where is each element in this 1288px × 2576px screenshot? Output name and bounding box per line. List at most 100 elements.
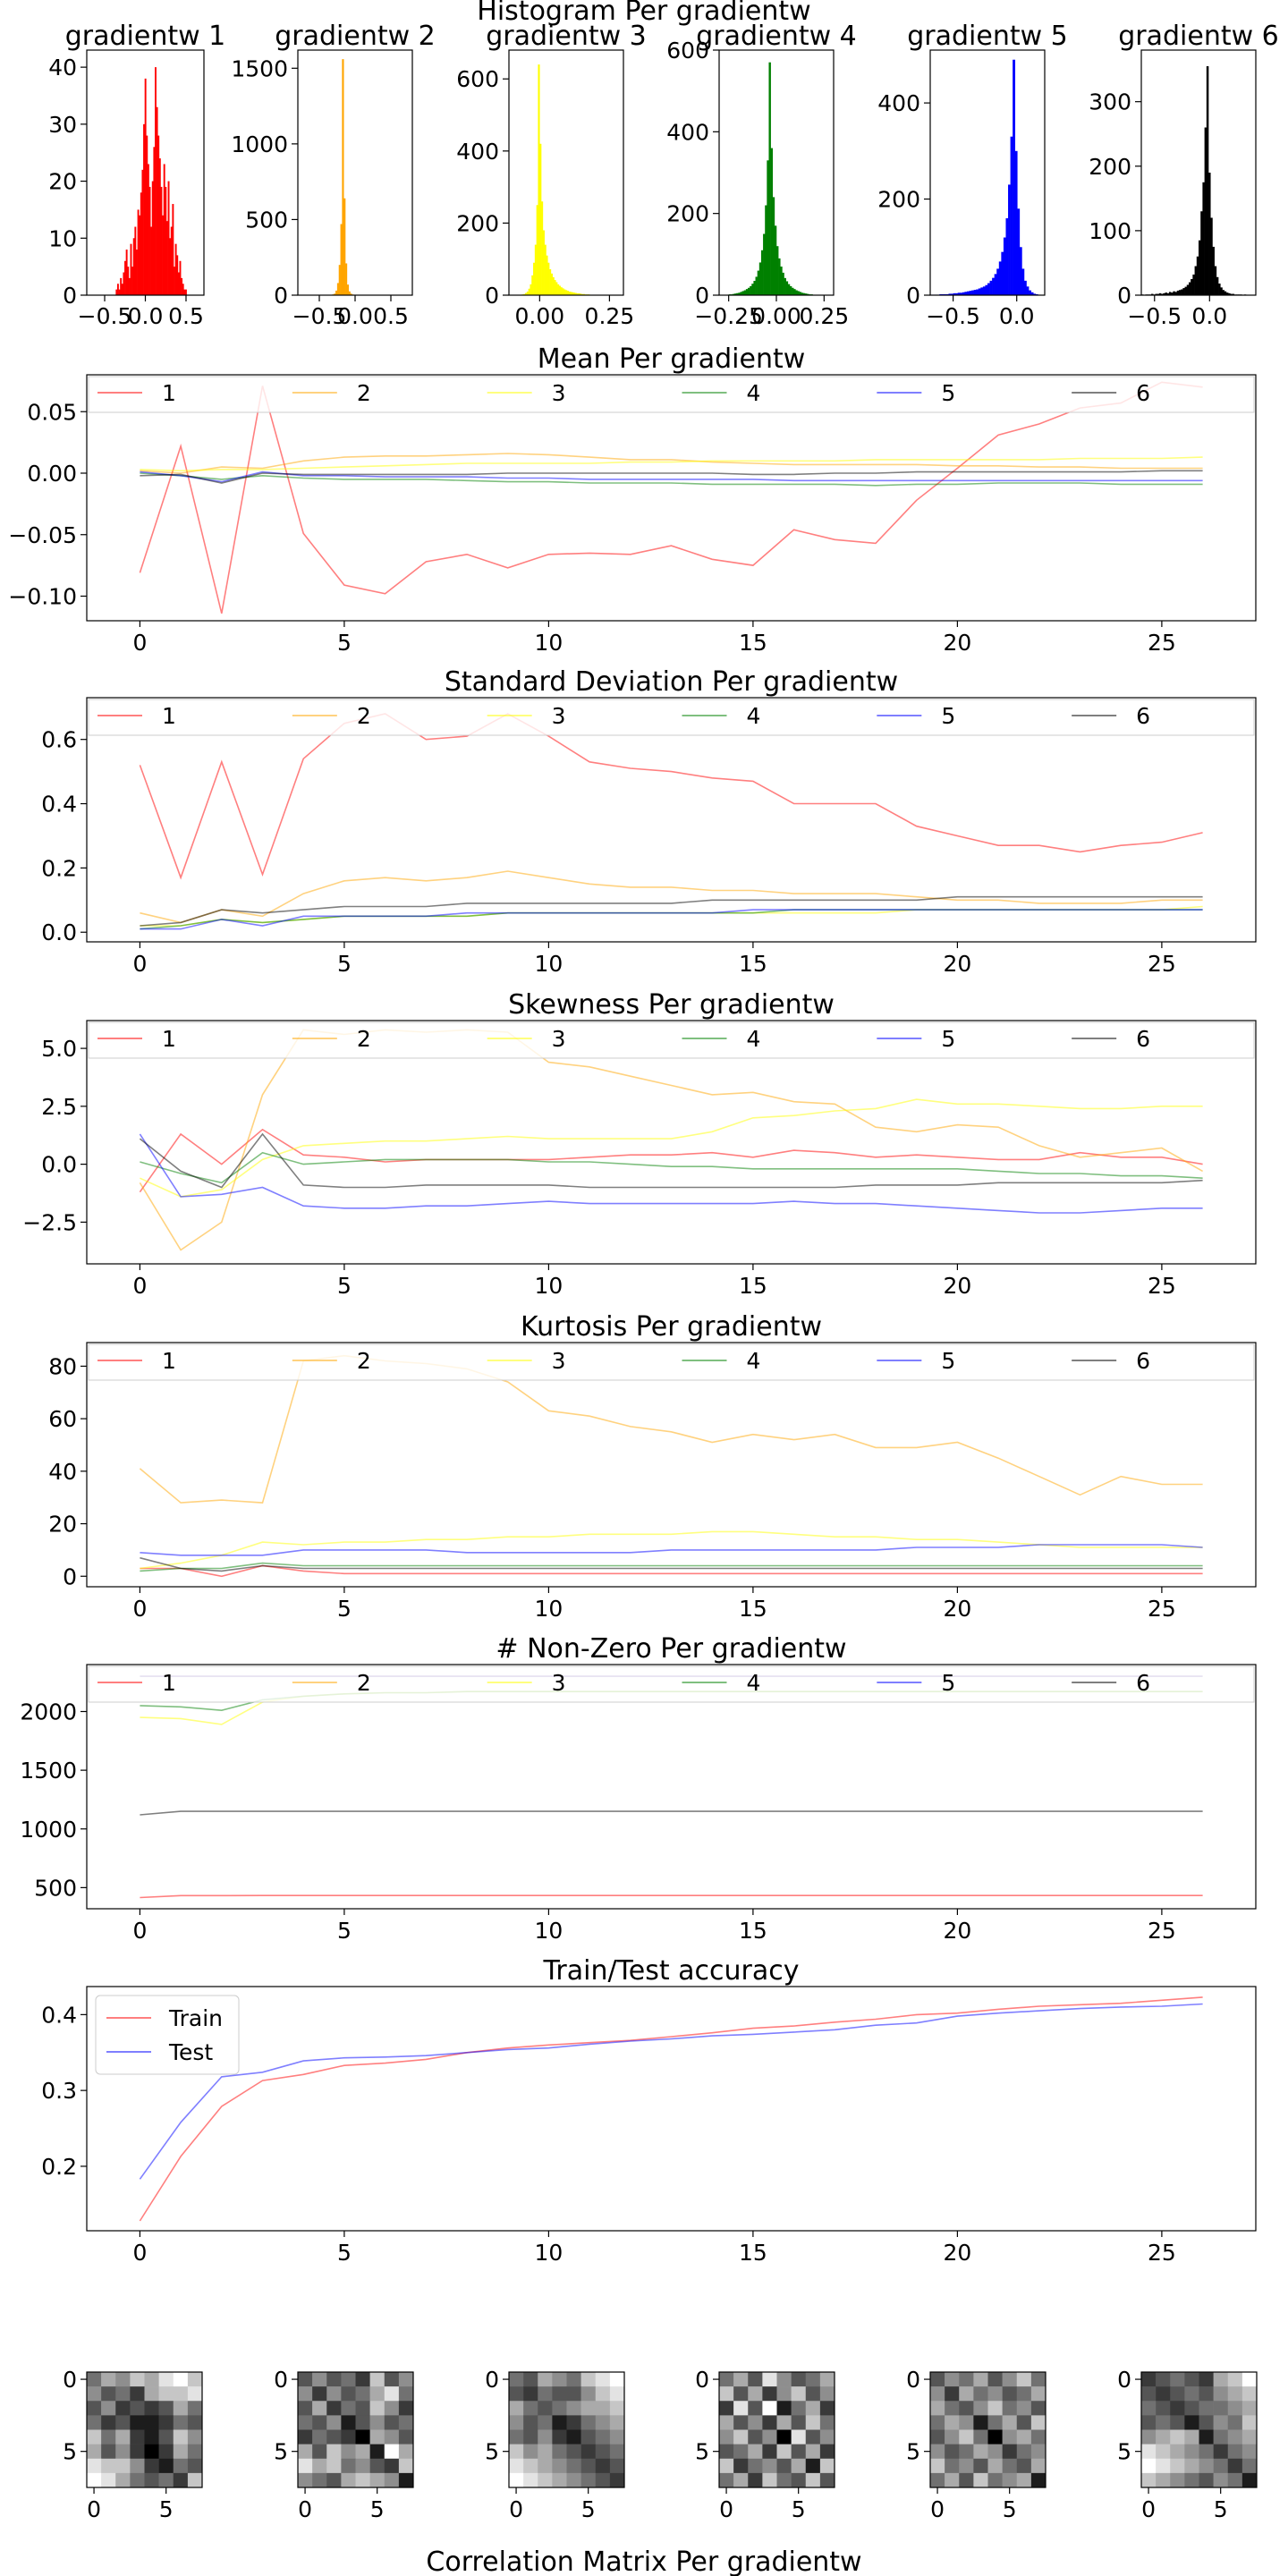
matrix-cell <box>369 2415 386 2430</box>
histogram-panel-6: 0 100 200 300 −0.5 0.0 gradientw 6 <box>1089 21 1278 329</box>
histogram-bar <box>1017 208 1021 295</box>
matrix-cell <box>158 2386 174 2402</box>
x-tick-label: 10 <box>534 1918 563 1944</box>
matrix-cell <box>719 2458 734 2474</box>
matrix-cell <box>552 2386 567 2402</box>
histogram-bar <box>1182 288 1185 295</box>
matrix-cell <box>1156 2444 1171 2460</box>
matrix-cell <box>173 2386 189 2402</box>
matrix-cell <box>805 2444 821 2460</box>
legend-label: 6 <box>1136 1348 1150 1374</box>
matrix-cell <box>1156 2386 1171 2402</box>
matrix-cell <box>719 2472 734 2488</box>
matrix-cell <box>595 2458 611 2474</box>
y-tick-label: 40 <box>48 55 77 80</box>
matrix-cell <box>1213 2458 1229 2474</box>
histogram-bar <box>957 292 961 295</box>
histogram-bar <box>564 289 566 295</box>
matrix-cell <box>609 2415 625 2430</box>
x-tick-label: 0 <box>132 2240 147 2266</box>
matrix-cell <box>819 2458 835 2474</box>
matrix-cell <box>298 2415 313 2430</box>
matrix-cell <box>101 2458 116 2474</box>
matrix-cell <box>987 2472 1003 2488</box>
matrix-cell <box>762 2444 777 2460</box>
histogram-bar <box>549 268 552 295</box>
series-group <box>139 713 1203 930</box>
histogram-title: gradientw 6 <box>1118 21 1279 52</box>
matrix-cell <box>930 2415 945 2430</box>
histogram-bar <box>996 268 1000 295</box>
matrix-cell <box>115 2458 131 2474</box>
x-tick-label: 5 <box>370 2496 385 2522</box>
histogram-bar <box>144 78 147 295</box>
matrix-cell <box>115 2386 131 2402</box>
matrix-cell <box>1227 2372 1243 2387</box>
legend-label: 5 <box>941 703 955 729</box>
x-tick-label: 20 <box>943 630 971 656</box>
y-tick-label: 500 <box>245 207 288 233</box>
matrix-cell <box>1213 2429 1229 2445</box>
y-tick-label: −0.05 <box>8 522 77 548</box>
matrix-cell <box>312 2444 327 2460</box>
matrix-cell <box>312 2386 327 2402</box>
histogram-bar <box>987 283 990 295</box>
matrix-cell <box>987 2415 1003 2430</box>
y-tick-label: 400 <box>456 139 499 165</box>
x-tick-label: 25 <box>1148 1273 1176 1299</box>
matrix-cell <box>1030 2372 1046 2387</box>
histogram-bar <box>146 135 148 295</box>
matrix-cell <box>341 2401 356 2416</box>
series-line-2 <box>140 870 1203 924</box>
matrix-cell <box>595 2372 611 2387</box>
matrix-cell <box>298 2444 313 2460</box>
x-tick-label: 15 <box>739 1596 767 1622</box>
matrix-cell <box>1170 2472 1185 2488</box>
histogram-suptitle: Histogram Per gradientw <box>477 0 810 27</box>
histogram-bar <box>574 292 578 295</box>
matrix-cell <box>187 2386 203 2402</box>
histogram-bar <box>750 285 752 295</box>
matrix-cell <box>930 2386 945 2402</box>
histogram-bar <box>748 287 750 295</box>
matrix-cell <box>791 2429 807 2445</box>
matrix-cell <box>987 2429 1003 2445</box>
histogram-bar <box>1196 256 1199 295</box>
matrix-cell <box>719 2401 734 2416</box>
matrix-cell <box>173 2458 189 2474</box>
x-tick-label: 5 <box>337 1596 352 1622</box>
y-tick-label: 0.0 <box>41 1152 77 1178</box>
histogram-bar <box>994 274 997 295</box>
matrix-frame <box>508 2371 625 2488</box>
matrix-cell <box>566 2429 581 2445</box>
matrix-cell <box>1213 2444 1229 2460</box>
plot-frame <box>86 1986 1257 2232</box>
histogram-bar <box>797 291 800 295</box>
matrix-cell <box>1184 2415 1199 2430</box>
histogram-bar <box>1155 293 1157 295</box>
legend: 1 2 3 4 5 6 <box>88 1665 1255 1703</box>
chart-title: Standard Deviation Per gradientw <box>445 666 898 698</box>
matrix-cell <box>819 2444 835 2460</box>
matrix-cell <box>1184 2444 1199 2460</box>
histogram-bar <box>785 281 789 295</box>
matrix-cell <box>298 2458 313 2474</box>
legend-label: 5 <box>941 1670 955 1696</box>
histogram-bar <box>566 291 569 295</box>
correlation-matrix-1: 0 5 0 5 <box>63 2367 203 2522</box>
histogram-bar <box>787 284 791 295</box>
matrix-cell <box>1241 2415 1258 2430</box>
matrix-cell <box>1227 2472 1243 2488</box>
histogram-bar <box>121 284 123 295</box>
histogram-title: gradientw 4 <box>696 21 857 52</box>
series-line-2 <box>139 1029 1203 1251</box>
matrix-cell <box>1184 2429 1199 2445</box>
histogram-bar <box>148 186 151 295</box>
matrix-cell <box>566 2386 581 2402</box>
histogram-bar <box>1173 291 1175 295</box>
histogram-bar <box>338 265 341 295</box>
matrix-cell <box>384 2444 400 2460</box>
matrix-cell <box>1002 2472 1018 2488</box>
histogram-bar <box>336 283 340 295</box>
